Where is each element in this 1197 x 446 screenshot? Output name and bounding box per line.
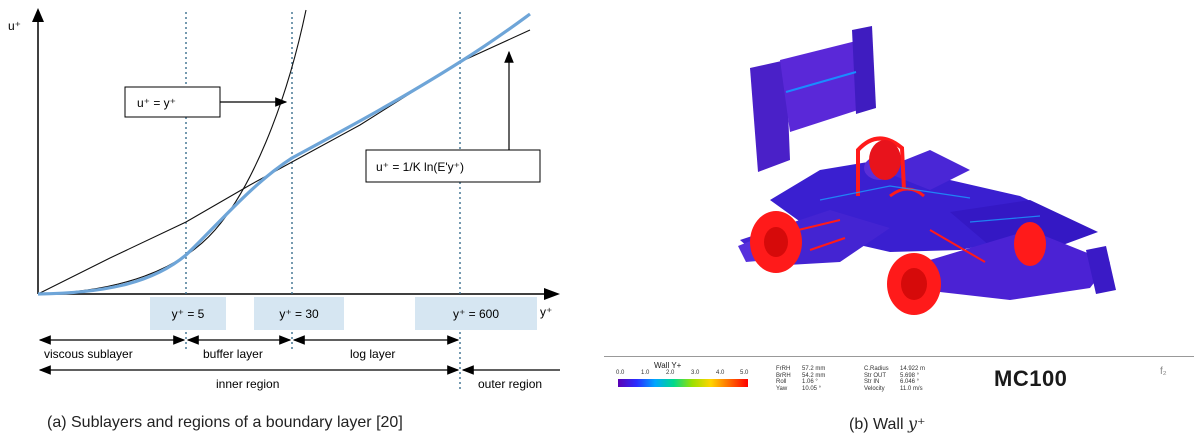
formula-linear-box — [124, 86, 221, 118]
marker-box-y30 — [254, 297, 344, 330]
legend-tick: 3.0 — [691, 370, 700, 376]
rear-wing-left-endplate — [750, 60, 790, 172]
viscous-sublayer-label: viscous sublayer — [44, 347, 133, 361]
front-wing — [930, 230, 1110, 300]
wall-yplus-render: Wall Y+ 0.0 1.0 2.0 3.0 4.0 5.0 FrRH BrR… — [590, 0, 1197, 441]
roll-hoop — [856, 136, 906, 196]
caption-b-math: y⁺ — [907, 414, 926, 433]
front-right-wheel — [1014, 222, 1046, 266]
legend-divider — [604, 356, 1194, 357]
marker-label-y5: y⁺ = 5 — [172, 307, 205, 321]
legend-tick: 5.0 — [740, 370, 749, 376]
race-car-render — [738, 26, 1116, 315]
marker-box-y600 — [415, 297, 537, 330]
y-axis-label: u⁺ — [8, 19, 21, 33]
params-col-4: 14.922 m 5.698 ° 6.046 ° 11.0 m/s — [900, 366, 926, 392]
front-left-wheel-rim — [901, 268, 927, 300]
formula-log-text: u⁺ = 1/K ln(E'y⁺) — [376, 160, 464, 174]
params-col-2: 57.2 mm 54.2 mm 1.06 ° 10.05 ° — [802, 366, 826, 392]
rear-wing-main — [780, 40, 860, 132]
legend-tick: 1.0 — [641, 370, 650, 376]
marker-label-y30: y⁺ = 30 — [279, 307, 319, 321]
front-wing-endplate — [1086, 246, 1116, 294]
surface-sheen — [819, 185, 1041, 223]
rear-right-wheel — [869, 140, 901, 180]
legend-title: Wall Y+ — [654, 361, 682, 370]
y-axis-arrowhead — [32, 8, 44, 22]
boundary-layer-svg: u⁺ y⁺ u⁺ = y⁺ u⁺ = 1/K ln(E'y⁺) y⁺ = 5 y… — [8, 8, 560, 391]
caption-b-prefix: (b) Wall — [849, 416, 908, 433]
boundary-layer-diagram: u⁺ y⁺ u⁺ = y⁺ u⁺ = 1/K ln(E'y⁺) y⁺ = 5 y… — [0, 0, 580, 441]
params-col-1: FrRH BrRH Roll Yaw — [776, 366, 791, 392]
log-layer-label: log layer — [350, 347, 395, 361]
buffer-layer-label: buffer layer — [203, 347, 263, 361]
model-name: MC100 — [994, 366, 1068, 391]
formula-log-box — [365, 149, 541, 183]
params-col-3: C.Radius Str OUT Str IN Velocity — [864, 366, 889, 392]
legend-tick: 0.0 — [616, 370, 625, 376]
caption-b: (b) Wall y⁺ — [849, 414, 925, 434]
rear-wing-right-endplate — [852, 26, 876, 114]
legend-colorbar — [618, 379, 748, 387]
marker-box-y5 — [150, 297, 226, 330]
team-logo: f₂ — [1160, 366, 1167, 377]
legend-tick: 2.0 — [666, 370, 675, 376]
sidepod-right — [880, 150, 970, 190]
linear-law-curve — [37, 9, 307, 295]
render-legend-bar: Wall Y+ 0.0 1.0 2.0 3.0 4.0 5.0 FrRH BrR… — [590, 352, 1197, 402]
measured-profile-curve — [37, 12, 531, 296]
rear-wing-highlight — [785, 71, 857, 93]
marker-label-y600: y⁺ = 600 — [453, 307, 499, 321]
x-axis-arrowhead — [544, 288, 560, 300]
caption-a: (a) Sublayers and regions of a boundary … — [47, 414, 403, 431]
formula-linear-text: u⁺ = y⁺ — [137, 96, 176, 110]
rear-left-wheel-rim — [764, 227, 788, 257]
inner-region-label: inner region — [216, 377, 279, 391]
legend-tick: 4.0 — [716, 370, 725, 376]
outer-region-label: outer region — [478, 377, 542, 391]
nose-cone — [950, 200, 1098, 246]
x-axis-label: y⁺ — [540, 305, 552, 319]
